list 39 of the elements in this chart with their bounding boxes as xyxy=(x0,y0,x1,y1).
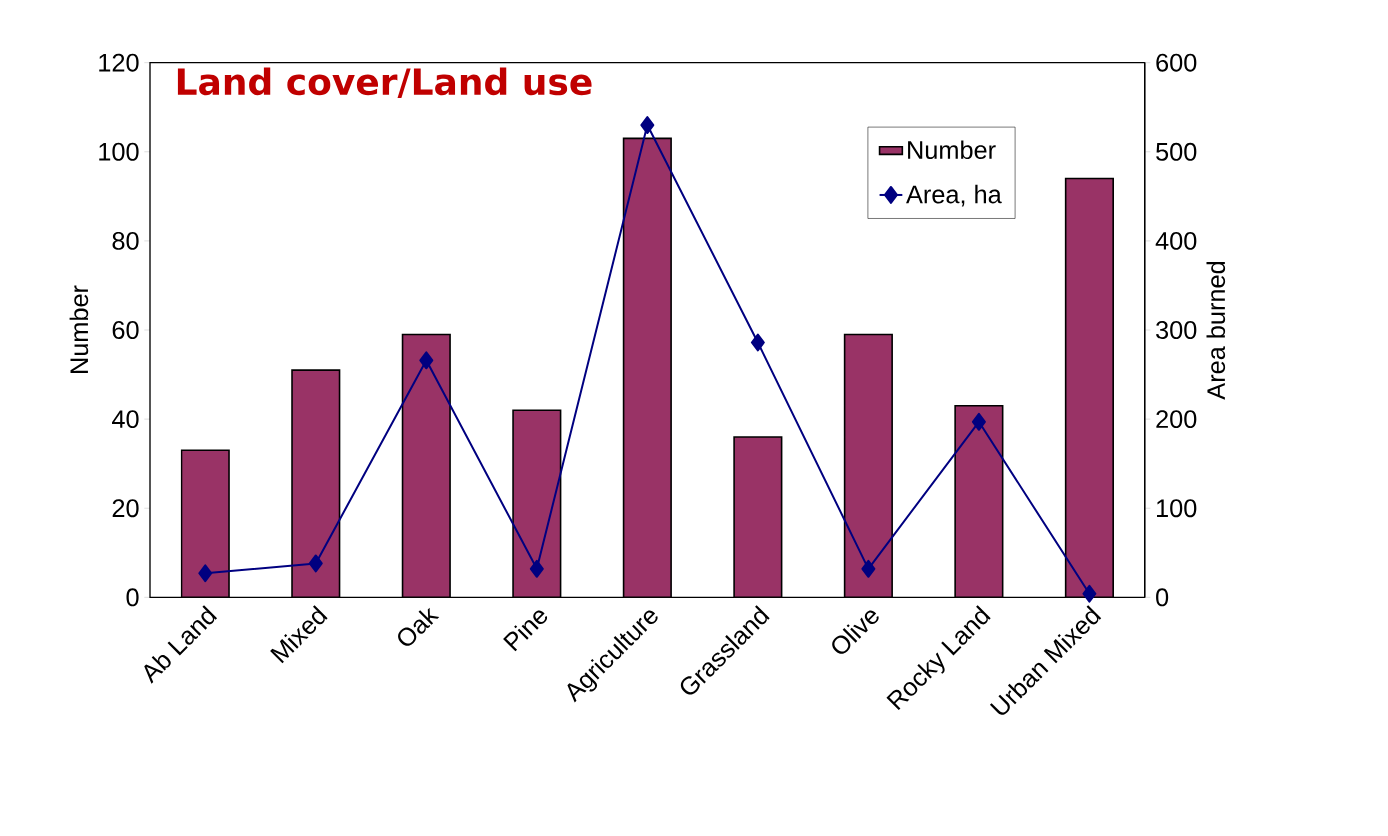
chart-title: Land cover/Land use xyxy=(177,67,592,99)
legend-label: Area, ha xyxy=(906,184,1002,207)
y-tick-label: 0 xyxy=(126,588,139,607)
y-tick-label: 20 xyxy=(112,499,139,518)
point xyxy=(419,351,434,370)
bar xyxy=(1064,177,1114,598)
bar xyxy=(954,404,1004,598)
point xyxy=(198,564,213,583)
point xyxy=(308,554,323,573)
y-tick-label: 80 xyxy=(112,231,139,250)
point xyxy=(640,116,655,135)
x-tick-label: Pine xyxy=(503,610,548,652)
point xyxy=(861,559,876,578)
bar xyxy=(843,333,893,598)
y2-axis-title: Area burned xyxy=(1206,261,1226,400)
point xyxy=(971,412,986,431)
x-tick-label: Oak xyxy=(398,607,440,646)
bar xyxy=(180,449,230,598)
y2-tick-label: 0 xyxy=(1156,588,1169,607)
y2-tick-label: 500 xyxy=(1156,142,1197,161)
point xyxy=(1082,584,1097,603)
y-tick-label: 60 xyxy=(112,321,139,339)
y-tick-label: 120 xyxy=(99,53,139,72)
bar xyxy=(622,137,672,598)
y2-tick-label: 400 xyxy=(1155,231,1197,250)
y2-tick-label: 100 xyxy=(1157,499,1197,518)
point xyxy=(529,559,544,578)
y-tick-label: 40 xyxy=(112,410,139,429)
point xyxy=(750,333,765,352)
y2-tick-label: 600 xyxy=(1156,53,1197,72)
y-tick-label: 100 xyxy=(99,142,139,161)
legend-label: Number xyxy=(908,140,996,160)
y-axis-title: Number xyxy=(69,285,89,373)
bar xyxy=(512,409,562,598)
y2-tick-label: 300 xyxy=(1156,321,1197,339)
bar xyxy=(733,436,783,598)
y2-tick-label: 200 xyxy=(1156,410,1197,429)
bar xyxy=(401,333,451,598)
bar xyxy=(291,369,341,598)
